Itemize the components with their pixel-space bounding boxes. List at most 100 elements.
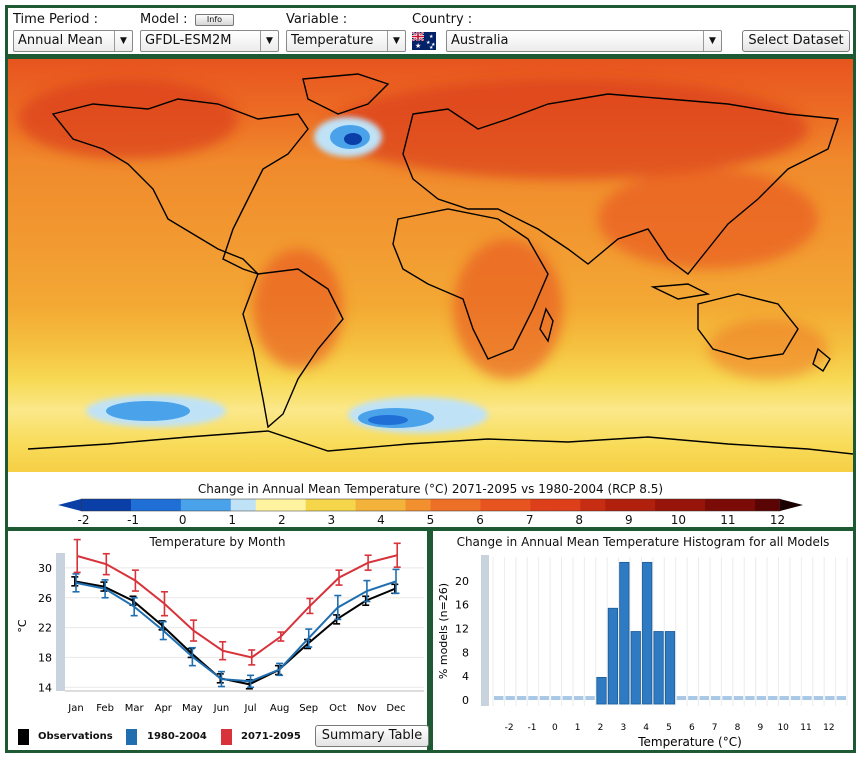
variable-select[interactable]: Temperature ▼: [286, 30, 406, 52]
x-tick-label: Jun: [213, 703, 230, 714]
time-period-select[interactable]: Annual Mean ▼: [13, 30, 133, 52]
y-tick-label: 30: [38, 562, 52, 575]
x-tick-label: 10: [777, 723, 789, 733]
colorbar-tick-label: 2: [277, 513, 286, 527]
histogram-bar: [596, 676, 607, 705]
histogram-bar: [779, 696, 789, 701]
histogram-bar: [642, 561, 653, 705]
colorbar-segment: [81, 499, 107, 511]
month-chart-title: Temperature by Month: [149, 535, 286, 549]
colorbar-segment: [255, 499, 282, 511]
colorbar-segment: [105, 499, 132, 511]
histogram-bar: [551, 696, 561, 701]
colorbar-tick-label: 10: [670, 513, 686, 527]
histogram-bar: [630, 631, 641, 705]
histogram-bar: [813, 696, 824, 701]
histogram-bar: [505, 696, 515, 701]
series-line: [76, 554, 398, 659]
colorbar-segment: [580, 499, 606, 511]
histogram-bar: [573, 696, 584, 701]
colorbar-tick-label: 9: [624, 513, 633, 527]
chevron-down-icon: ▼: [387, 31, 405, 51]
histogram-bar: [722, 696, 732, 701]
model-info-button[interactable]: Info: [195, 14, 234, 26]
histogram-bar: [539, 696, 550, 701]
colorbar-tick-label: 3: [327, 513, 336, 527]
y-tick-label: 16: [455, 599, 469, 612]
series-line: [75, 580, 397, 683]
colorbar-tick-label: 6: [476, 513, 484, 527]
colorbar-segment: [155, 499, 182, 511]
select-dataset-button[interactable]: Select Dataset: [742, 30, 850, 52]
colorbar-segment: [505, 499, 531, 511]
histogram-bar: [688, 696, 698, 701]
world-map[interactable]: [8, 59, 853, 527]
x-tick-label: 3: [620, 723, 626, 733]
histogram-bar: [619, 561, 630, 705]
y-tick-label: 0: [462, 694, 469, 707]
x-tick-label: May: [182, 703, 203, 714]
x-tick-label: -1: [527, 723, 536, 733]
colorbar-segment: [680, 499, 706, 511]
x-tick-label: Apr: [155, 703, 173, 714]
x-tick-label: 12: [823, 723, 834, 733]
colorbar-tick-label: -1: [127, 513, 140, 527]
colorbar-segment: [455, 499, 481, 511]
colorbar-segment: [655, 499, 681, 511]
x-tick-label: 8: [735, 723, 741, 733]
colorbar-tick-label: 4: [377, 513, 385, 527]
x-tick-label: 6: [689, 723, 695, 733]
histogram-bar: [756, 696, 767, 701]
x-tick-label: 2: [598, 723, 604, 733]
x-tick-label: 1: [575, 723, 581, 733]
x-tick-label: Jul: [244, 703, 257, 714]
model-value: GFDL-ESM2M: [145, 33, 232, 48]
colorbar: [58, 498, 803, 512]
y-tick-label: 8: [462, 646, 469, 659]
y-tick-label: 26: [38, 592, 52, 605]
cooling-patches: [86, 117, 488, 433]
colorbar-segment: [330, 499, 357, 511]
month-chart[interactable]: 14 18 22 26 30 Jan Feb Mar Apr May Jun Jul Aug Sep Oct…: [8, 531, 427, 750]
histogram-panel: Change in Annual Mean Temperature Histog…: [430, 528, 856, 753]
histogram-bar: [790, 696, 801, 701]
colorbar-segment: [280, 499, 307, 511]
histogram-bar: [528, 696, 538, 701]
histogram-bar: [802, 696, 812, 701]
x-tick-label: Oct: [329, 703, 346, 714]
australia-flag-icon: ★ ★ ★ ★ ★: [412, 32, 436, 50]
variable-value: Temperature: [291, 33, 374, 48]
colorbar-segment: [605, 499, 631, 511]
colorbar-segment: [380, 499, 407, 511]
colorbar-segment: [355, 499, 382, 511]
histogram-title: Change in Annual Mean Temperature Histog…: [456, 535, 830, 549]
colorbar-tick-label: 1: [228, 513, 237, 527]
month-chart-panel: Temperature by Month 14 18 22 26 30 Jan Feb Mar…: [5, 528, 430, 753]
y-tick-label: 18: [38, 651, 52, 664]
y-axis-label: % models (n=26): [437, 583, 450, 679]
y-axis-band: [56, 553, 65, 691]
x-axis-label: Temperature (°C): [637, 735, 742, 749]
y-axis-band: [481, 555, 489, 706]
y-tick-label: 20: [455, 575, 469, 588]
model-select[interactable]: GFDL-ESM2M ▼: [140, 30, 279, 52]
colorbar-segment: [705, 499, 731, 511]
country-select[interactable]: Australia ▼: [446, 30, 722, 52]
legend-baseline-label: 1980-2004: [147, 731, 207, 742]
series-1980-2004: [72, 568, 400, 689]
histogram-bar: [710, 696, 721, 701]
y-tick-label: 14: [38, 681, 52, 694]
x-tick-label: Feb: [96, 703, 114, 714]
histogram-bar: [494, 696, 504, 701]
histogram-bar: [699, 696, 709, 701]
country-value: Australia: [451, 33, 509, 48]
colorbar-segment: [230, 499, 257, 511]
summary-table-button[interactable]: Summary Table: [315, 725, 429, 747]
histogram-bar: [653, 631, 664, 705]
series-line: [74, 580, 396, 686]
histogram-bar: [562, 696, 572, 701]
legend-observations-label: Observations: [38, 731, 113, 742]
colorbar-segment: [630, 499, 656, 511]
chevron-down-icon: ▼: [260, 31, 278, 51]
